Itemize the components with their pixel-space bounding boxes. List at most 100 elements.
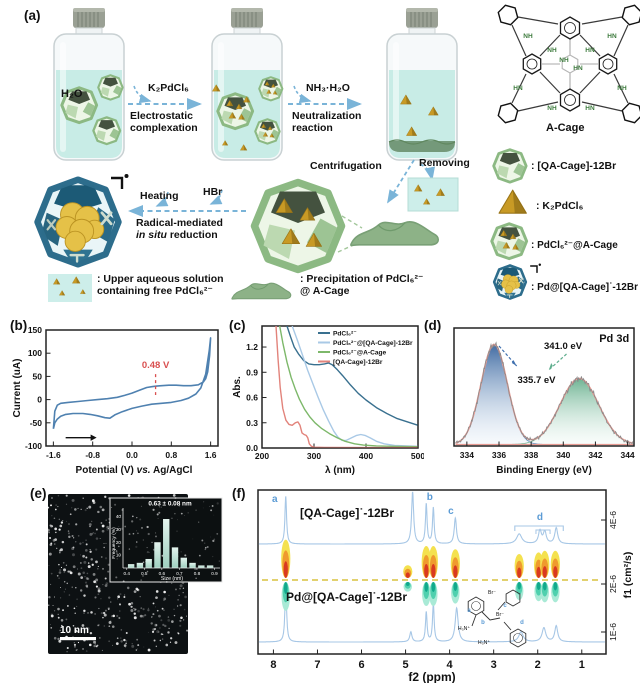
svg-text:0: 0 xyxy=(37,395,42,405)
svg-text:4: 4 xyxy=(447,659,454,671)
svg-text:400: 400 xyxy=(359,451,373,461)
dosy-spot-above xyxy=(453,565,458,578)
svg-text:Current (uA): Current (uA) xyxy=(12,359,23,418)
svg-text:20: 20 xyxy=(116,540,122,545)
svg-text:0.0: 0.0 xyxy=(246,443,258,453)
size-histogram-inset: 0.4 0.5 0.6 0.7 0.8 0.9 10 20 30 40 Size (nm) Frequ… xyxy=(109,496,223,583)
step1-caption: Electrostatic complexation xyxy=(130,110,198,135)
dosy-spot-above xyxy=(405,572,410,578)
bottle-complexation xyxy=(211,7,283,161)
dosy-spot-below xyxy=(405,582,410,586)
uvvis-chart: 200 300 400 500 0.0 0.3 0.6 0.9 1.2 Abs. λ (nm) PdC… xyxy=(232,325,424,476)
dosy-spot-above xyxy=(283,561,288,578)
svg-text:2E-6: 2E-6 xyxy=(608,575,618,593)
hist-bar xyxy=(154,542,161,568)
svg-text:c: c xyxy=(503,603,507,609)
svg-text:NH: NH xyxy=(523,33,533,40)
precipitate-layer xyxy=(389,141,455,152)
svg-text:0.48 V: 0.48 V xyxy=(142,360,170,371)
dosy-spot-below xyxy=(283,582,288,594)
svg-text:c: c xyxy=(448,506,454,517)
svg-text:f1 (cm²/s): f1 (cm²/s) xyxy=(622,552,634,599)
svg-text:10 nm: 10 nm xyxy=(60,625,89,636)
svg-text:0.6: 0.6 xyxy=(159,571,166,576)
uvvis-curves xyxy=(275,326,418,448)
legend-item-qacage: : [QA-Cage]-12Br xyxy=(531,160,617,172)
cv-plot: -1.6 -0.8 0.0 0.8 1.6 -100 -50 0 50 100 150 Current… xyxy=(12,325,219,476)
arrow-step1 xyxy=(128,85,202,110)
svg-text:5: 5 xyxy=(403,659,409,671)
svg-text:100: 100 xyxy=(28,348,42,358)
dosy-spot-below xyxy=(517,582,522,590)
legend-precipitate-icon xyxy=(231,282,292,300)
hist-bar xyxy=(163,519,170,568)
hist-bar xyxy=(189,562,196,568)
svg-text:300: 300 xyxy=(307,451,321,461)
svg-text:500: 500 xyxy=(411,451,424,461)
svg-text:[QA-Cage]-12Br: [QA-Cage]-12Br xyxy=(333,359,383,366)
legend-qacage-icon xyxy=(492,148,528,184)
bottle-supernatant xyxy=(386,7,458,161)
dosy-spot-below xyxy=(424,582,429,592)
panel-a-label: (a) xyxy=(24,8,41,23)
xps-raw-trace xyxy=(455,341,634,446)
legend-item-pdcl6-acage: : PdCl₆²⁻@A-Cage xyxy=(531,240,618,251)
hist-bar xyxy=(127,564,135,568)
svg-text:0.4: 0.4 xyxy=(124,571,131,576)
legend-item-pd-cage: : Pd@[QA-Cage]˙-12Br xyxy=(531,282,638,293)
svg-text:1E-6: 1E-6 xyxy=(608,623,618,641)
svg-text:335.7 eV: 335.7 eV xyxy=(517,375,556,386)
svg-text:-1.6: -1.6 xyxy=(46,450,61,460)
svg-text:150: 150 xyxy=(28,325,42,335)
removed-solution-box xyxy=(407,177,459,212)
svg-text:338: 338 xyxy=(524,450,538,460)
dosy-spot-below xyxy=(453,582,458,591)
dosy-spot-below xyxy=(553,582,558,591)
scalebar xyxy=(60,637,96,641)
svg-text:30: 30 xyxy=(116,527,122,532)
step2-caption: Neutralization reaction xyxy=(292,110,362,135)
svg-text:Pd 3d: Pd 3d xyxy=(599,333,629,345)
svg-text:344: 344 xyxy=(620,450,634,460)
svg-text:336: 336 xyxy=(492,450,506,460)
panel-e-label: (e) xyxy=(30,486,47,501)
svg-text:d: d xyxy=(520,620,524,626)
svg-text:-0.8: -0.8 xyxy=(85,450,100,460)
svg-text:0.3: 0.3 xyxy=(246,418,258,428)
tem-image: 10 nm 0.4 0.5 0.6 0.7 0.8 0.9 10 20 30 40 Size (nm)… xyxy=(46,494,223,654)
arrow-reduction xyxy=(128,189,246,217)
svg-text:40: 40 xyxy=(116,514,122,519)
legend-radical-symbol xyxy=(529,262,542,274)
cage-fragment-structure: Br⁻ H₃N⁺ Br⁻ H₃N⁺ a b c d xyxy=(458,589,527,648)
svg-text:d: d xyxy=(537,512,543,523)
svg-text:PdCl₆²⁻: PdCl₆²⁻ xyxy=(333,330,357,337)
dosy-spot-above xyxy=(424,564,429,578)
svg-text:340: 340 xyxy=(556,450,570,460)
panel-c-label: (c) xyxy=(229,318,246,333)
svg-text:7: 7 xyxy=(314,659,320,671)
svg-text:0.6: 0.6 xyxy=(246,393,258,403)
svg-text:10: 10 xyxy=(116,553,122,558)
svg-text:0.8: 0.8 xyxy=(194,571,201,576)
svg-text:Abs.: Abs. xyxy=(232,376,243,398)
svg-text:NH: NH xyxy=(617,85,627,92)
svg-text:HN: HN xyxy=(573,65,583,72)
step1-reagent: K₂PdCl₆ xyxy=(148,82,189,94)
svg-text:Binding Energy (eV): Binding Energy (eV) xyxy=(496,465,592,476)
hist-bar xyxy=(136,562,144,568)
svg-text:Size (nm): Size (nm) xyxy=(161,576,183,582)
hbr-label: HBr xyxy=(203,186,223,198)
dosy-spot-below xyxy=(431,582,436,592)
dosy-chart: 8 7 6 5 4 3 2 1 f2 (ppm) 4E-6 2E-6 1E-6 f1 (cm²/s) a b… xyxy=(257,489,634,683)
svg-text:0.63 ± 0.08 nm: 0.63 ± 0.08 nm xyxy=(148,501,192,508)
step2-reagent: NH₃·H₂O xyxy=(306,82,350,94)
panel-d-label: (d) xyxy=(424,318,442,333)
svg-text:NH: NH xyxy=(547,47,557,54)
heating-label: Heating xyxy=(140,190,179,202)
dosy-spot-above xyxy=(431,564,436,578)
svg-text:Potential (V) vs. Ag/AgCl: Potential (V) vs. Ag/AgCl xyxy=(76,465,193,476)
svg-text:1.6: 1.6 xyxy=(205,450,217,460)
svg-text:HN: HN xyxy=(607,33,617,40)
removing-label: Removing xyxy=(419,157,470,169)
